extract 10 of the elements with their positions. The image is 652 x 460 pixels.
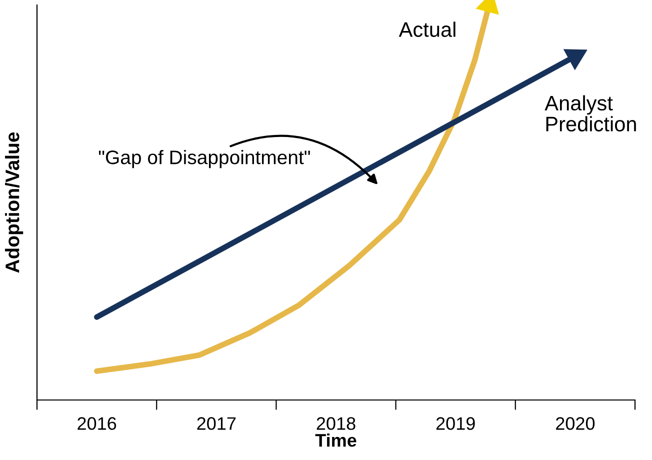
series-label: Actual xyxy=(398,22,456,37)
y-axis-title: Adoption/Value xyxy=(4,132,24,273)
x-tick-label: 2020 xyxy=(556,417,595,430)
annotation: "Gap of Disappointment" xyxy=(98,150,310,168)
x-tick-label: 2019 xyxy=(436,417,475,430)
x-axis-title: Time xyxy=(315,434,356,447)
x-tick-label: 2018 xyxy=(316,417,356,430)
series-label: Analyst Prediction xyxy=(544,95,636,132)
x-tick-label: 2016 xyxy=(78,417,116,430)
x-tick-label: 2017 xyxy=(197,417,236,430)
